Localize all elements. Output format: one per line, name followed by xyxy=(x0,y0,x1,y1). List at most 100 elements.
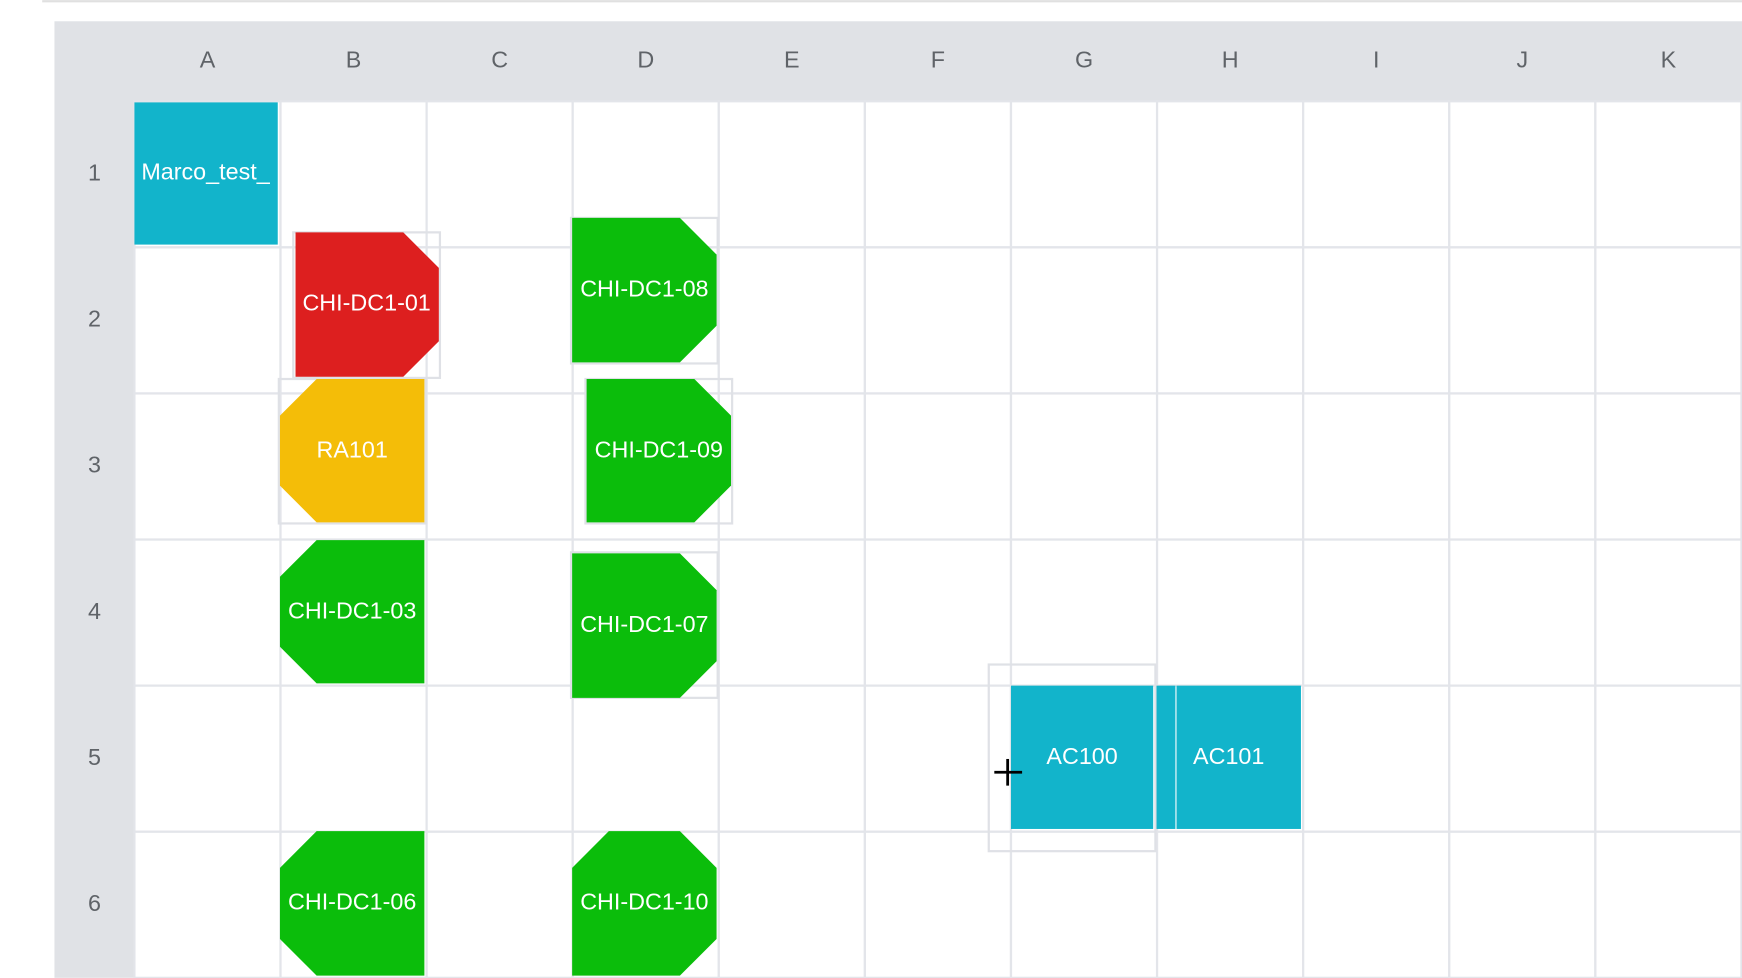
headers: A B C D E F G H I J K 1 2 3 4 5 6 xyxy=(88,46,1677,916)
column-header: E xyxy=(784,46,800,72)
cell xyxy=(1155,830,1305,978)
cell xyxy=(717,392,867,541)
node-label: AC100 xyxy=(1046,743,1117,769)
node[interactable]: CHI-DC1-03 xyxy=(279,540,425,684)
cell xyxy=(717,830,867,978)
column-header: F xyxy=(931,46,945,72)
row-header: 6 xyxy=(88,890,101,916)
node[interactable]: CHI-DC1-10 xyxy=(572,831,717,976)
cell xyxy=(1448,538,1597,687)
move-cursor xyxy=(994,758,1023,786)
cell xyxy=(279,100,428,249)
node-shape xyxy=(572,217,717,363)
cell xyxy=(133,538,282,687)
cell xyxy=(133,684,282,833)
node[interactable]: CHI-DC1-07 xyxy=(572,553,717,698)
cell xyxy=(717,684,867,833)
cell xyxy=(1009,392,1159,541)
cell xyxy=(1448,100,1597,249)
node-label: RA101 xyxy=(317,436,388,462)
cell xyxy=(1594,684,1742,833)
node[interactable]: CHI-DC1-09 xyxy=(586,379,732,523)
cell xyxy=(425,830,574,978)
node-label: CHI-DC1-08 xyxy=(580,275,708,301)
node[interactable]: AC100 xyxy=(1010,685,1154,829)
cell xyxy=(1594,246,1742,395)
node-shape xyxy=(279,540,425,684)
cell xyxy=(863,684,1013,833)
cell xyxy=(1594,830,1742,978)
column-header: I xyxy=(1373,46,1379,72)
row-header: 4 xyxy=(88,598,101,624)
row-header: 1 xyxy=(88,159,101,185)
cell xyxy=(1155,100,1305,249)
node-shape xyxy=(1176,685,1301,829)
node-label: CHI-DC1-03 xyxy=(288,597,416,623)
cell xyxy=(717,100,867,249)
node-shape xyxy=(134,102,278,245)
cell xyxy=(279,684,428,833)
node[interactable]: Marco_test_ xyxy=(134,102,278,245)
cell xyxy=(1302,392,1451,541)
cell xyxy=(133,246,282,395)
node[interactable]: CHI-DC1-06 xyxy=(279,831,425,976)
cell xyxy=(717,246,867,395)
cell xyxy=(863,830,1013,978)
row-header: 5 xyxy=(88,744,101,770)
cell xyxy=(1594,392,1742,541)
node[interactable]: RA101 xyxy=(279,379,425,523)
node-shape xyxy=(586,379,732,523)
cell xyxy=(1448,830,1597,978)
node[interactable]: CHI-DC1-01 xyxy=(295,232,439,377)
row-header: 2 xyxy=(88,306,101,332)
node-shape xyxy=(572,553,717,698)
cell xyxy=(1594,100,1742,249)
node-label: CHI-DC1-10 xyxy=(580,889,708,915)
column-header: K xyxy=(1661,46,1677,72)
column-header: J xyxy=(1516,46,1528,72)
node-shape xyxy=(279,379,425,523)
cell xyxy=(425,246,574,395)
column-header: A xyxy=(200,46,216,72)
cell xyxy=(1155,538,1305,687)
cell xyxy=(425,100,574,249)
cell xyxy=(1009,830,1159,978)
cell xyxy=(1009,100,1159,249)
cell xyxy=(1155,246,1305,395)
cell xyxy=(1302,538,1451,687)
node-label: Marco_test_ xyxy=(141,159,270,185)
node-shape xyxy=(1010,685,1154,829)
node-shape xyxy=(572,831,717,976)
node[interactable]: CHI-DC1-08 xyxy=(572,217,717,363)
cell xyxy=(1302,246,1451,395)
cell xyxy=(1009,246,1159,395)
row-header: 3 xyxy=(88,452,101,478)
cell xyxy=(1594,538,1742,687)
cell xyxy=(1009,538,1159,687)
node[interactable]: AC101 xyxy=(1156,685,1301,829)
cell xyxy=(425,392,574,541)
cell xyxy=(1302,830,1451,978)
node-label: CHI-DC1-09 xyxy=(595,436,723,462)
cell xyxy=(133,830,282,978)
node-label: AC101 xyxy=(1193,743,1264,769)
column-header: G xyxy=(1075,46,1093,72)
cell xyxy=(1155,392,1305,541)
node-shape xyxy=(295,232,439,377)
node-label: CHI-DC1-01 xyxy=(302,290,430,316)
cell xyxy=(717,538,867,687)
cell xyxy=(863,538,1013,687)
column-header: C xyxy=(491,46,508,72)
node-label: CHI-DC1-06 xyxy=(288,889,416,915)
cell xyxy=(425,538,574,687)
cell xyxy=(1448,246,1597,395)
selection-box xyxy=(987,663,1157,853)
cell xyxy=(1448,392,1597,541)
column-header: B xyxy=(346,46,362,72)
node-shape xyxy=(279,831,425,976)
cell xyxy=(863,100,1013,249)
cell xyxy=(863,246,1013,395)
node-label: CHI-DC1-07 xyxy=(580,611,708,637)
cell xyxy=(863,392,1013,541)
